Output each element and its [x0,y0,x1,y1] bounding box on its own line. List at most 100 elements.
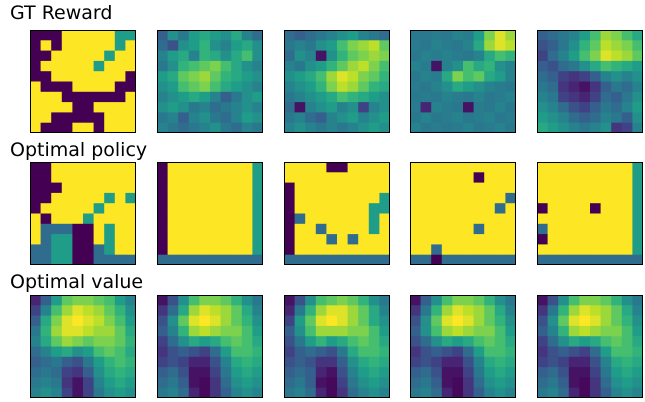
heatmap-cell [505,172,516,183]
heatmap-cell [463,367,474,378]
heatmap-cell [568,315,580,327]
heatmap-cell [326,81,338,93]
heatmap-cell [621,71,633,82]
heatmap-cell [178,305,190,316]
heatmap-cell [199,356,211,368]
heatmap-cell [347,182,359,194]
heatmap-cell [600,40,612,51]
heatmap-cell [157,81,168,93]
heatmap-cell [431,91,443,103]
heatmap-cell [505,182,516,194]
heatmap-cell [72,367,84,378]
heatmap-cell [220,60,232,72]
heatmap-cell [114,102,126,113]
heatmap-cell [590,346,601,358]
heatmap-cell [484,234,496,245]
heatmap-cell [326,234,338,245]
heatmap-cell [347,234,359,245]
heatmap-cell [441,50,453,62]
heatmap-cell [93,325,105,337]
heatmap-cell [621,223,633,235]
heatmap-cell [358,254,370,265]
heatmap-cell [611,172,623,183]
heatmap-cell [220,30,232,41]
panel-frame [410,162,516,265]
heatmap-cell [473,71,485,82]
heatmap-cell [368,91,380,103]
heatmap-cell [379,192,390,204]
heatmap-cell [220,387,232,398]
heatmap-cell [379,81,390,93]
panel-frame [284,162,390,265]
heatmap-cell [410,254,421,265]
heatmap-cell [611,325,623,337]
heatmap-cell [600,182,612,194]
heatmap-cell [441,81,453,93]
heatmap-cell [505,223,516,235]
heatmap-cell [358,30,370,41]
heatmap-cell [484,182,496,194]
heatmap-cell [379,71,390,82]
heatmap-cell [294,223,306,235]
heatmap-cell [199,203,211,214]
heatmap-cell [452,305,464,316]
heatmap-cell [305,112,317,124]
heatmap-cell [284,367,295,378]
heatmap-cell [337,367,348,378]
heatmap-cell [305,102,317,113]
heatmap-cell [284,30,295,41]
heatmap-cell [125,71,136,82]
heatmap-cell [93,356,105,368]
heatmap-cell [104,356,116,368]
heatmap-cell [452,50,464,62]
heatmap-cell [125,336,136,347]
heatmap-cell [579,315,591,327]
heatmap-cell [104,315,116,327]
heatmap-cell [590,81,601,93]
heatmap-cell [537,172,548,183]
heatmap-cell [125,315,136,327]
heatmap-cell [494,387,506,398]
heatmap-cell [568,162,580,173]
heatmap-cell [167,122,179,133]
heatmap-cell [505,60,516,72]
heatmap-cell [621,336,633,347]
heatmap-svg [30,30,136,133]
heatmap-cell [547,40,559,51]
heatmap-cell [220,336,232,347]
heatmap-cell [484,81,496,93]
heatmap-cell [72,60,84,72]
heatmap-cell [494,71,506,82]
heatmap-cell [568,172,580,183]
heatmap-cell [547,122,559,133]
heatmap-cell [558,91,570,103]
panel-frame [410,30,516,133]
heatmap-cell [547,182,559,194]
heatmap-cell [621,60,633,72]
heatmap-cell [473,122,485,133]
heatmap-cell [210,162,221,173]
heatmap-cell [368,192,380,204]
heatmap-cell [358,172,370,183]
heatmap-cell [104,367,116,378]
heatmap-cell [83,336,94,347]
heatmap-cell [632,336,643,347]
heatmap-cell [199,336,211,347]
heatmap-cell [241,336,253,347]
heatmap-cell [420,162,432,173]
heatmap-cell [505,81,516,93]
heatmap-cell [157,367,168,378]
heatmap-cell [231,387,243,398]
heatmap-cell [579,223,591,235]
heatmap-cell [104,305,116,316]
heatmap-cell [315,60,327,72]
heatmap-cell [294,295,306,306]
heatmap-cell [72,305,84,316]
heatmap-cell [51,192,63,204]
heatmap-cell [294,172,306,183]
heatmap-cell [431,172,443,183]
heatmap-cell [537,30,548,41]
heatmap-cell [494,172,506,183]
heatmap-cell [463,295,474,306]
heatmap-cell [600,377,612,389]
